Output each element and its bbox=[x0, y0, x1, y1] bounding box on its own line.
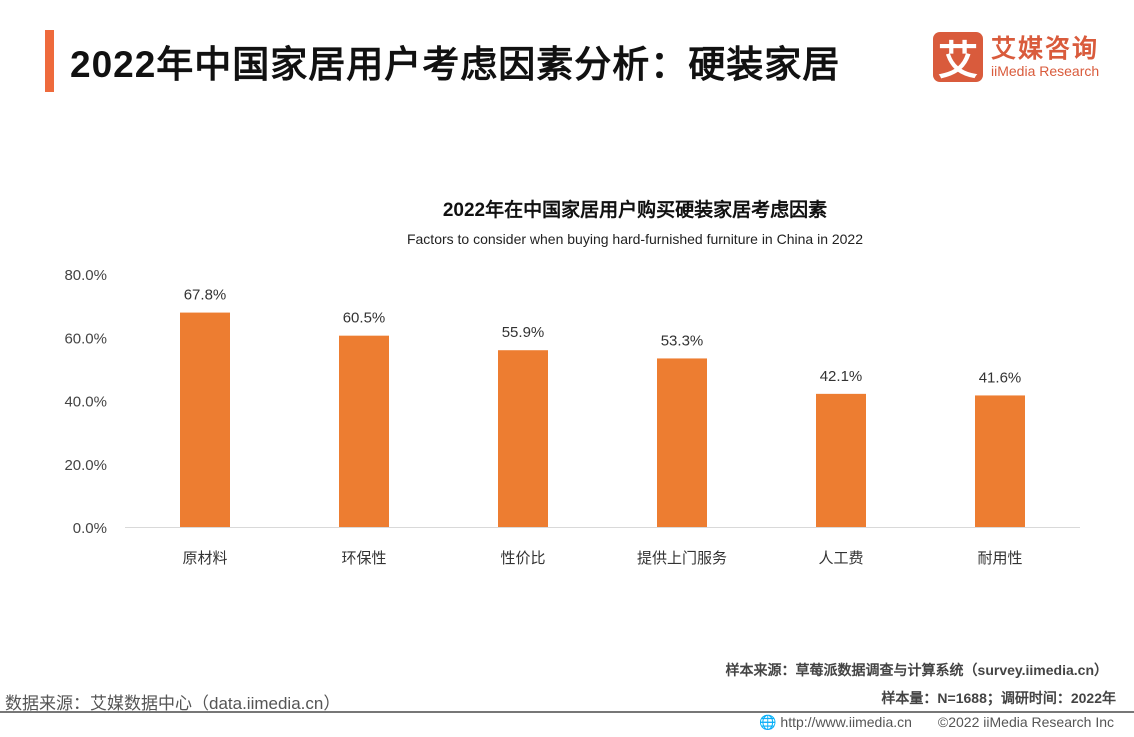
globe-icon: 🌐 bbox=[759, 714, 781, 730]
data-label: 53.3% bbox=[661, 332, 704, 349]
title-accent-bar bbox=[45, 30, 54, 92]
bar bbox=[180, 312, 230, 527]
data-label: 67.8% bbox=[184, 287, 227, 304]
x-tick-label: 耐用性 bbox=[977, 550, 1022, 567]
data-label: 60.5% bbox=[343, 310, 386, 327]
chart-subtitle: Factors to consider when buying hard-fur… bbox=[406, 231, 864, 247]
sample-size: 样本量：N=1688；调研时间：2022年 bbox=[881, 690, 1116, 706]
footer-url[interactable]: 🌐 http://www.iimedia.cn bbox=[759, 714, 912, 730]
bar bbox=[657, 358, 707, 527]
x-tick-label: 性价比 bbox=[500, 550, 545, 567]
data-source: 数据来源：艾媒数据中心（data.iimedia.cn） bbox=[5, 694, 341, 713]
footer-divider bbox=[0, 711, 1134, 713]
chart-title: 2022年在中国家居用户购买硬装家居考虑因素 bbox=[442, 200, 828, 221]
sample-source: 样本来源：草莓派数据调查与计算系统（survey.iimedia.cn） bbox=[725, 662, 1108, 678]
logo-mark: 艾 bbox=[933, 32, 983, 83]
data-label: 41.6% bbox=[979, 369, 1022, 386]
bar bbox=[339, 335, 389, 527]
y-tick-label: 80.0% bbox=[64, 267, 107, 284]
x-tick-label: 原材料 bbox=[182, 550, 227, 567]
page-title: 2022年中国家居用户考虑因素分析：硬装家居 bbox=[70, 44, 841, 85]
iimedia-logo: 艾 艾媒咨询 iiMedia Research bbox=[933, 32, 1100, 83]
x-tick-label: 环保性 bbox=[341, 550, 386, 567]
data-label: 55.9% bbox=[502, 324, 545, 341]
copyright: ©2022 iiMedia Research Inc bbox=[937, 714, 1114, 730]
y-tick-label: 20.0% bbox=[64, 457, 107, 474]
y-tick-label: 40.0% bbox=[64, 394, 107, 411]
y-tick-label: 0.0% bbox=[73, 520, 107, 537]
bar bbox=[816, 393, 866, 527]
x-tick-label: 人工费 bbox=[818, 550, 863, 567]
x-tick-label: 提供上门服务 bbox=[637, 550, 727, 567]
logo-en: iiMedia Research bbox=[991, 63, 1100, 79]
y-tick-label: 60.0% bbox=[64, 330, 107, 347]
bar bbox=[975, 395, 1025, 527]
data-label: 42.1% bbox=[820, 368, 863, 385]
bar bbox=[498, 350, 548, 527]
logo-cn: 艾媒咨询 bbox=[991, 35, 1100, 63]
